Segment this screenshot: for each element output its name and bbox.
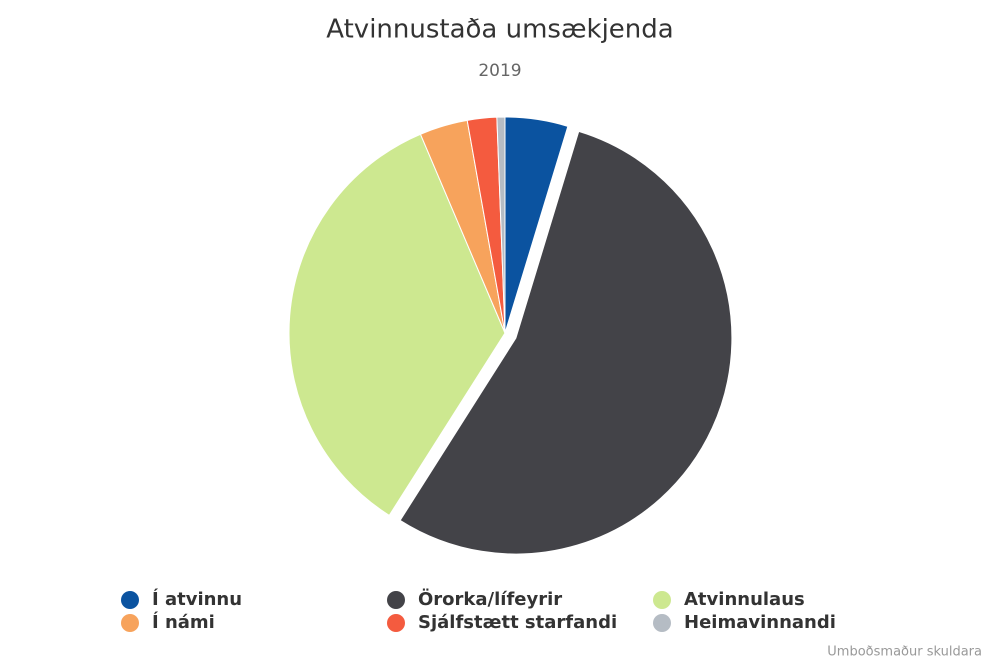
legend-symbol [653,614,671,632]
legend-symbol [121,591,139,609]
pie-slice [288,133,506,517]
pie-slice [399,130,733,555]
chart-title: Atvinnustaða umsækjenda [326,15,673,45]
pie-slice [496,116,506,334]
legend-label: Sjálfstætt starfandi [418,612,617,633]
legend-label: Atvinnulaus [684,589,805,610]
legend-label: Í atvinnu [152,588,242,610]
credits: Umboðsmaður skuldara [827,645,982,660]
legend-symbol [387,614,405,632]
legend-label: Örorka/lífeyrir [418,588,562,610]
legend-label: Heimavinnandi [684,612,836,633]
legend-symbol [121,614,139,632]
legend-symbol [653,591,671,609]
chart-subtitle: 2019 [478,61,521,81]
legend-symbol [387,591,405,609]
legend-label: Í námi [152,611,215,633]
